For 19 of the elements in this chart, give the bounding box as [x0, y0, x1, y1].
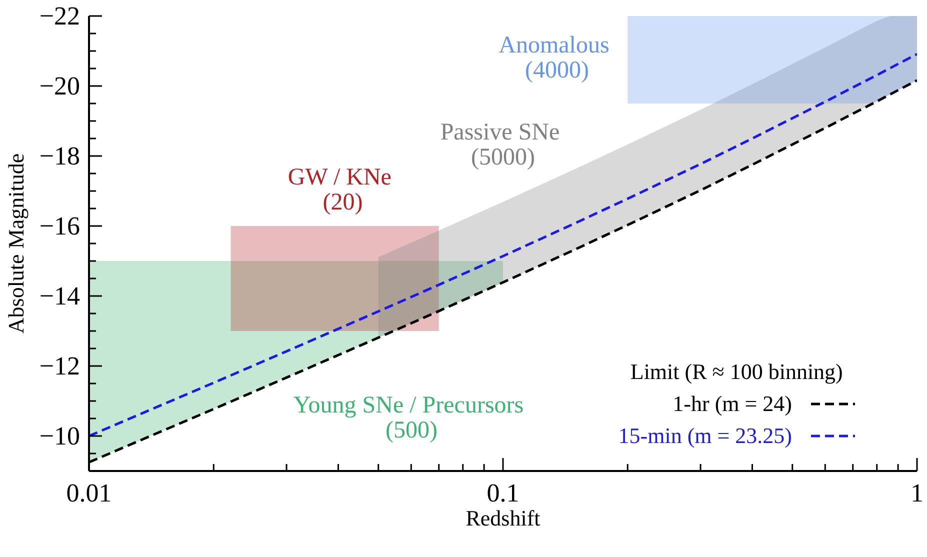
- x-tick-label: 1: [910, 478, 924, 508]
- y-tick-label: −22: [39, 2, 80, 30]
- legend-label: 15-min (m = 23.25): [618, 422, 792, 450]
- y-tick-label: −12: [39, 352, 80, 380]
- legend-title: Limit (R ≈ 100 binning): [630, 358, 843, 386]
- y-tick-label: −20: [39, 72, 80, 100]
- legend-label: GW / KNe (20): [288, 164, 398, 216]
- y-tick-label: −16: [39, 212, 80, 240]
- legend-label: Young SNe / Precursors (500): [293, 392, 530, 444]
- legend-label: 1-hr (m = 24): [672, 390, 792, 418]
- legend-label: Anomalous (4000): [498, 32, 616, 84]
- x-axis-title: Redshift: [466, 506, 540, 530]
- x-tick-label: 0.01: [66, 478, 112, 508]
- y-tick-label: −10: [39, 422, 80, 450]
- x-tick-label: 0.1: [486, 478, 520, 508]
- y-tick-label: −18: [39, 142, 80, 170]
- y-axis-title: Absolute Magnitude: [4, 153, 28, 334]
- legend-label: Passive SNe (5000): [440, 120, 566, 170]
- y-tick-label: −14: [39, 282, 80, 310]
